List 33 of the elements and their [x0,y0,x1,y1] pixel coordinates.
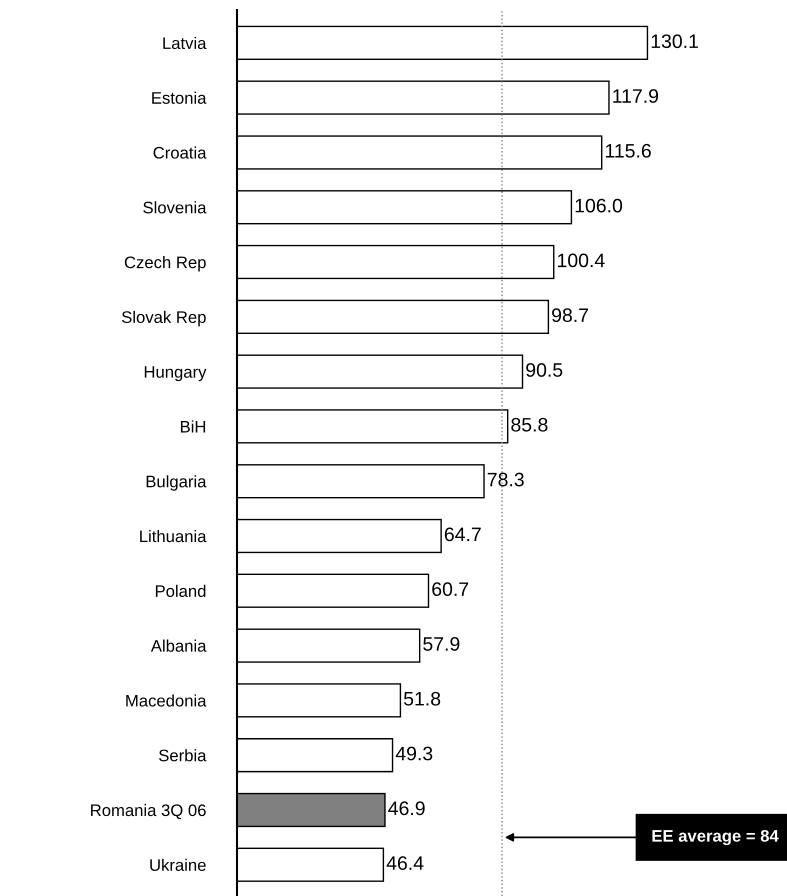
ref-line-label: EE average = 84 [652,830,779,846]
y-tick-label: BiH [180,420,206,432]
data-label: 85.8 [511,418,548,432]
y-tick-label: Ukraine [150,858,206,871]
y-tick-label: Slovak Rep [122,310,206,326]
data-label: 115.6 [606,144,651,158]
y-tick-label: Bulgaria [146,475,206,491]
data-label: 117.9 [613,89,658,103]
data-label: 78.3 [488,472,524,486]
data-label: 130.1 [652,34,698,48]
y-tick-label: Macedonia [126,694,206,707]
data-label: 106.0 [576,198,622,212]
y-tick-label: Serbia [159,749,206,762]
y-tick-label: Slovenia [143,201,206,214]
y-tick-label: Croatia [154,146,206,159]
y-tick-label: Poland [156,584,206,598]
data-label: 64.7 [444,527,481,542]
y-tick-label: Lithuania [140,530,206,542]
data-label: 57.9 [423,637,460,651]
data-label: 60.7 [432,582,468,596]
y-tick-label: Albania [150,640,206,652]
data-label: 98.7 [552,308,588,322]
y-tick-label: Czech Rep [124,256,206,272]
y-tick-label: Latvia [163,36,206,50]
y-tick-label: Estonia [152,92,206,104]
data-label: 49.3 [396,746,432,760]
data-label: 51.8 [404,692,440,706]
data-label: 100.4 [558,254,605,268]
data-label: 46.9 [388,801,425,816]
y-tick-label: Hungary [144,366,206,382]
data-label: 90.5 [526,363,562,377]
data-label: 46.4 [386,856,424,870]
y-tick-label: Romania 3Q 06 [91,804,206,820]
